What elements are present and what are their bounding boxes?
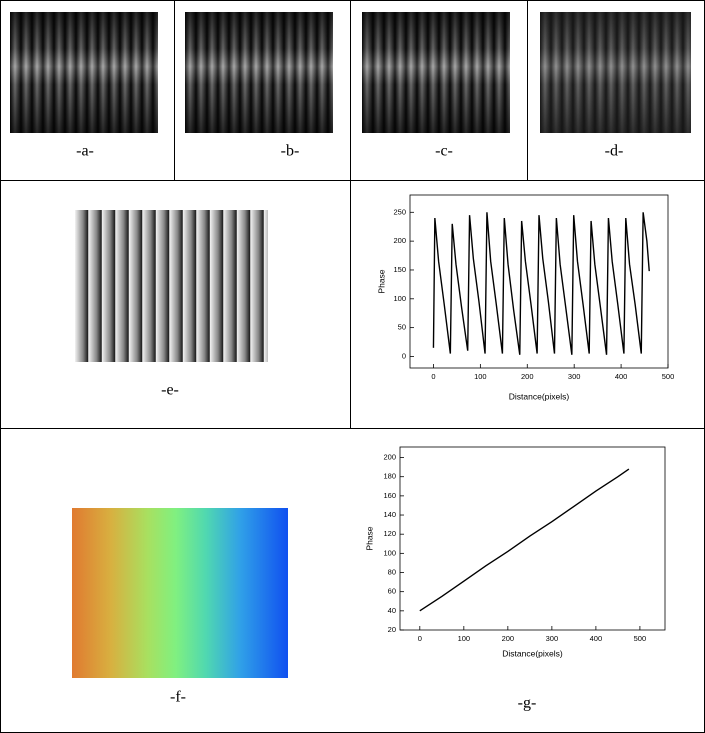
y-tick-label: 160 [383,491,396,500]
panel-label: -e- [161,382,179,399]
unwrapped-phase-image [72,508,288,678]
y-tick-label: 140 [383,510,396,519]
data-line [419,468,630,612]
plot-frame [409,194,669,369]
y-tick-label: 200 [383,453,396,462]
y-tick-label: 200 [393,236,406,245]
panel-label: -d- [605,143,624,160]
x-tick-label: 200 [502,634,515,643]
panel-label: -g- [518,695,537,712]
fringe-image [540,12,691,133]
x-tick-label: 100 [458,634,471,643]
y-tick-label: 180 [383,472,396,481]
wrapped-phase-image [75,210,268,362]
x-tick-label: 500 [662,372,675,381]
x-tick-label: 300 [546,634,559,643]
y-tick-label: 120 [383,529,396,538]
y-tick-label: 80 [388,567,396,576]
y-tick-label: 100 [393,294,406,303]
y-axis-title: Phase [376,269,386,293]
x-tick-label: 400 [590,634,603,643]
y-tick-label: 40 [388,606,396,615]
y-tick-label: 60 [388,587,396,596]
x-tick-label: 500 [634,634,647,643]
x-axis-title: Distance(pixels) [502,648,563,658]
data-line [432,212,650,355]
y-tick-label: 0 [402,351,406,360]
fringe-image [185,12,333,133]
y-tick-label: 150 [393,265,406,274]
fringe-image [10,12,158,133]
fringe-image [362,12,510,133]
y-tick-label: 20 [388,625,396,634]
x-tick-label: 0 [418,634,422,643]
panel-label: -a- [76,143,94,160]
panel-label: -f- [170,689,186,706]
y-tick-label: 250 [393,207,406,216]
x-tick-label: 0 [431,372,435,381]
panel-label: -c- [435,143,453,160]
x-tick-label: 200 [521,372,534,381]
x-tick-label: 400 [615,372,628,381]
x-axis-title: Distance(pixels) [509,391,570,401]
y-axis-title: Phase [364,526,374,550]
panel-label: -b- [281,143,300,160]
x-tick-label: 300 [568,372,581,381]
x-tick-label: 100 [474,372,487,381]
y-tick-label: 100 [383,548,396,557]
y-tick-label: 50 [398,323,406,332]
plot-frame [399,446,666,631]
